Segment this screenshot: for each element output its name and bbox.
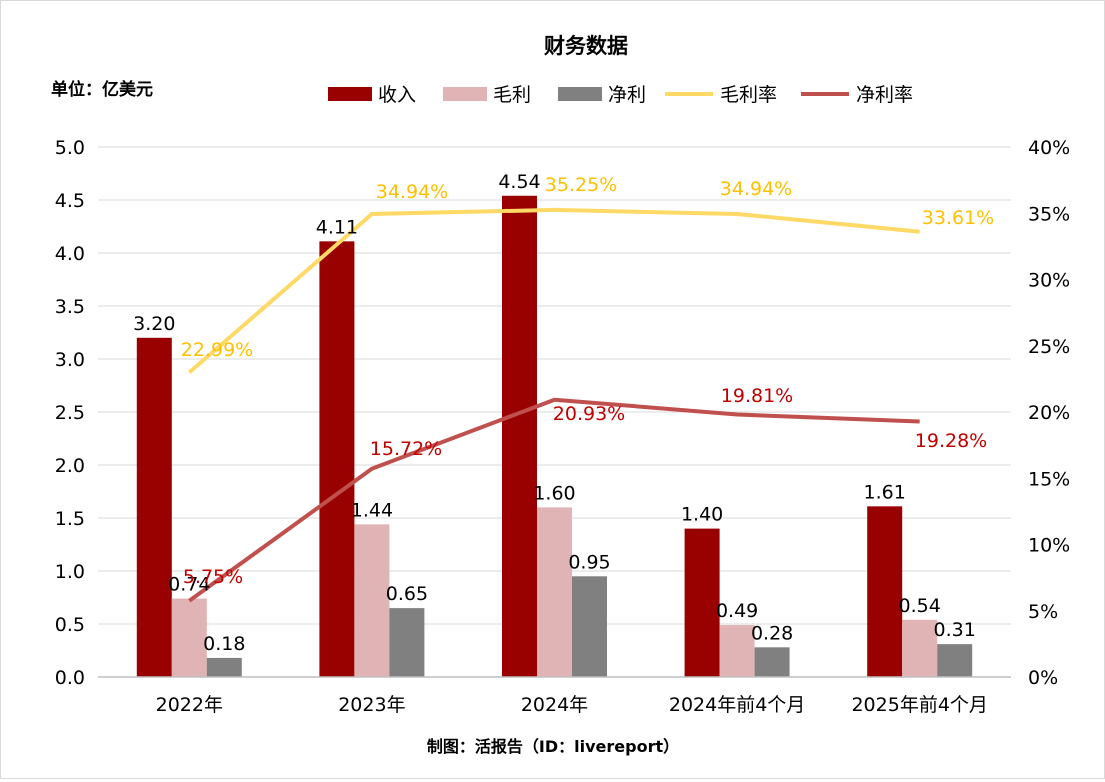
bar-value-label: 4.54 <box>498 171 540 193</box>
bar-value-label: 0.54 <box>899 595 941 617</box>
left-tick-label: 0.0 <box>55 667 85 689</box>
chart-title: 财务数据 <box>544 34 628 58</box>
line-value-label: 34.94% <box>376 181 448 203</box>
right-tick-label: 0% <box>1028 667 1058 689</box>
legend-swatch <box>443 87 487 101</box>
bar-毛利 <box>171 598 207 677</box>
left-tick-label: 3.5 <box>55 296 85 318</box>
legend-label: 毛利率 <box>720 84 777 106</box>
x-tick-label: 2023年 <box>338 694 405 716</box>
left-tick-label: 1.0 <box>55 561 85 583</box>
data-labels: 3.20 4.11 4.54 1.40 1.61 0.74 1.44 1.60 0.49 0.54… <box>133 171 994 655</box>
bar-value-label: 0.49 <box>716 600 758 622</box>
left-tick-label: 5.0 <box>55 137 85 159</box>
line-value-label: 35.25% <box>545 174 617 196</box>
right-tick-label: 35% <box>1028 203 1070 225</box>
bar-收入 <box>136 337 172 677</box>
legend[interactable]: 收入 毛利 净利 毛利率 净利率 <box>328 84 913 106</box>
axes: 0.0 0.5 1.0 1.5 2.0 2.5 3.0 3.5 4.0 4.5 5.0 0% 5% 10%… <box>55 137 1070 716</box>
legend-label: 净利 <box>608 84 646 106</box>
line-value-label: 34.94% <box>720 178 792 200</box>
line-value-label: 22.99% <box>181 339 253 361</box>
right-tick-label: 40% <box>1028 137 1070 159</box>
bar-value-label: 3.20 <box>133 313 175 335</box>
credit-text: 制图：活报告（ID：livereport） <box>427 737 679 756</box>
x-tick-label: 2024年前4个月 <box>669 694 805 716</box>
left-tick-label: 1.5 <box>55 508 85 530</box>
left-tick-label: 3.0 <box>55 349 85 371</box>
bar-value-label: 0.31 <box>934 619 976 641</box>
line-value-label: 5.75% <box>183 566 243 588</box>
line-value-label: 19.28% <box>915 430 987 452</box>
bar-毛利 <box>354 524 390 677</box>
bar-毛利 <box>902 619 938 677</box>
x-tick-label: 2024年 <box>521 694 588 716</box>
legend-label: 净利率 <box>856 84 913 106</box>
right-tick-label: 5% <box>1028 601 1058 623</box>
legend-item-收入[interactable]: 收入 <box>328 84 416 106</box>
x-tick-label: 2025年前4个月 <box>851 694 987 716</box>
right-tick-label: 15% <box>1028 468 1070 490</box>
bar-value-label: 0.18 <box>203 633 245 655</box>
bar-净利 <box>206 657 242 677</box>
right-tick-label: 10% <box>1028 535 1070 557</box>
line-value-label: 20.93% <box>553 403 625 425</box>
legend-swatch <box>328 87 372 101</box>
legend-label: 毛利 <box>493 84 531 106</box>
bar-净利 <box>937 644 973 677</box>
left-tick-label: 4.0 <box>55 243 85 265</box>
bar-收入 <box>502 195 537 677</box>
legend-item-净利[interactable]: 净利 <box>558 84 646 106</box>
legend-item-净利率[interactable]: 净利率 <box>801 84 913 106</box>
unit-label: 单位：亿美元 <box>51 79 153 100</box>
left-tick-label: 4.5 <box>55 190 85 212</box>
legend-item-毛利率[interactable]: 毛利率 <box>665 84 777 106</box>
bar-毛利 <box>537 507 572 677</box>
x-tick-label: 2022年 <box>156 694 223 716</box>
bar-value-label: 1.40 <box>681 504 723 526</box>
bar-value-label: 4.11 <box>316 216 358 238</box>
line-value-label: 33.61% <box>922 207 994 229</box>
legend-item-毛利[interactable]: 毛利 <box>443 84 531 106</box>
left-tick-label: 0.5 <box>55 614 85 636</box>
line-净利率 <box>188 397 920 603</box>
bar-value-label: 0.28 <box>751 622 793 644</box>
bar-value-label: 0.95 <box>568 551 610 573</box>
right-tick-label: 30% <box>1028 270 1070 292</box>
bar-value-label: 1.61 <box>864 481 906 503</box>
bar-收入 <box>867 506 903 677</box>
bar-收入 <box>319 241 355 677</box>
left-tick-label: 2.5 <box>55 402 85 424</box>
bar-value-label: 0.74 <box>168 574 210 596</box>
left-tick-label: 2.0 <box>55 455 85 477</box>
bar-净利 <box>389 608 425 677</box>
bar-净利 <box>572 576 607 677</box>
bar-净利 <box>754 647 790 677</box>
right-tick-label: 25% <box>1028 336 1070 358</box>
line-value-label: 19.81% <box>721 385 793 407</box>
line-毛利率 <box>187 207 920 374</box>
legend-swatch <box>558 87 602 101</box>
lines <box>187 207 920 603</box>
legend-label: 收入 <box>378 84 416 106</box>
bar-value-label: 1.60 <box>533 482 575 504</box>
bar-收入 <box>684 528 720 677</box>
gridlines <box>98 146 1011 625</box>
bar-value-label: 1.44 <box>351 499 393 521</box>
right-tick-label: 20% <box>1028 402 1070 424</box>
bar-value-label: 0.65 <box>386 583 428 605</box>
bar-毛利 <box>719 625 755 677</box>
line-value-label: 15.72% <box>370 438 442 460</box>
bars <box>136 195 973 677</box>
